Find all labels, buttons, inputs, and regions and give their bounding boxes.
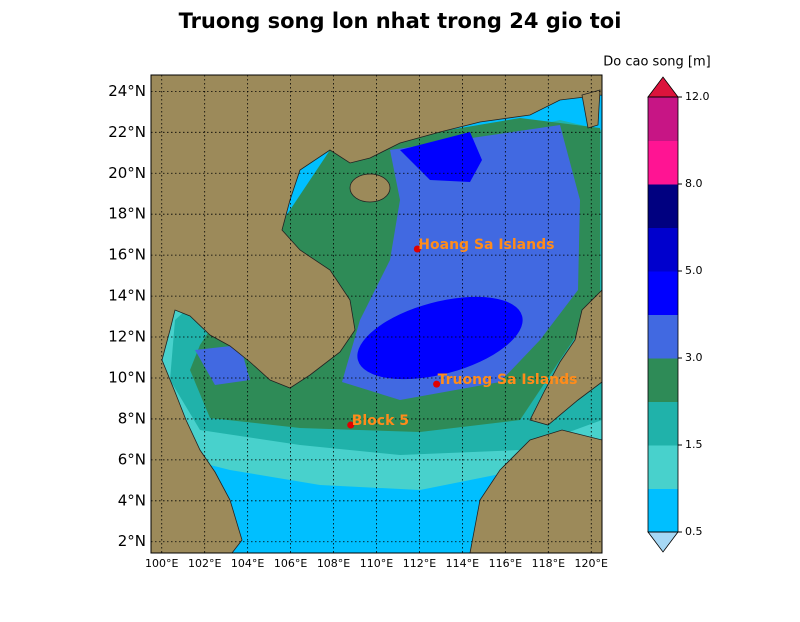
x-tick-label: 108°E — [317, 557, 350, 570]
colorbar-band — [648, 445, 678, 489]
x-tick-label: 120°E — [575, 557, 608, 570]
colorbar-band — [648, 488, 678, 533]
land — [349, 173, 391, 203]
colorbar-band — [648, 314, 678, 359]
y-tick-label: 6°N — [118, 450, 146, 468]
colorbar-tick-label: 8.0 — [685, 177, 703, 190]
y-tick-label: 10°N — [108, 368, 146, 386]
place-label: Truong Sa Islands — [438, 372, 578, 388]
colorbar-tick-label: 3.0 — [685, 351, 703, 364]
colorbar-band — [648, 271, 678, 315]
y-tick-label: 14°N — [108, 287, 146, 305]
colorbar-tick-label: 0.5 — [685, 525, 703, 538]
x-tick-label: 116°E — [489, 557, 522, 570]
colorbar-band — [648, 184, 678, 228]
sea-band — [400, 132, 482, 182]
y-tick-label: 12°N — [108, 328, 146, 346]
x-tick-label: 118°E — [532, 557, 565, 570]
land — [151, 75, 602, 553]
colorbar-tick-label: 5.0 — [685, 264, 703, 277]
place-marker — [433, 380, 441, 388]
colorbar-band — [648, 140, 678, 185]
x-tick-label: 100°E — [145, 557, 178, 570]
y-tick-label: 16°N — [108, 246, 146, 264]
place-marker — [413, 245, 421, 253]
y-tick-label: 18°N — [108, 205, 146, 223]
title: Truong song lon nhat trong 24 gio toi — [179, 9, 622, 33]
y-tick-label: 2°N — [118, 532, 146, 550]
place-label: Hoang Sa Islands — [418, 237, 554, 253]
colorbar-frame — [647, 96, 679, 533]
y-tick-label: 24°N — [108, 82, 146, 100]
y-tick-label: 4°N — [118, 491, 146, 509]
land — [469, 429, 602, 553]
sea-band — [357, 296, 523, 380]
land — [581, 89, 601, 129]
colorbar-band — [648, 358, 678, 402]
colorbar-extension — [647, 76, 679, 98]
x-tick-label: 102°E — [188, 557, 221, 570]
colorbar-band — [648, 227, 678, 272]
colorbar-label: Do cao song [m] — [603, 55, 710, 70]
y-tick-label: 22°N — [108, 123, 146, 141]
colorbar-extension — [647, 531, 679, 553]
colorbar-band — [648, 97, 678, 141]
y-tick-label: 8°N — [118, 409, 146, 427]
sea-band — [195, 345, 250, 385]
map-frame — [150, 74, 603, 554]
x-tick-label: 106°E — [274, 557, 307, 570]
x-tick-label: 104°E — [231, 557, 264, 570]
place-label: Block 5 — [352, 413, 409, 429]
x-tick-label: 112°E — [403, 557, 436, 570]
colorbar-tick-label: 12.0 — [685, 90, 710, 103]
x-tick-label: 110°E — [360, 557, 393, 570]
wave-field: Hoang Sa Islands Truong Sa Islands Block 5 — [151, 75, 602, 553]
colorbar-tick-label: 1.5 — [685, 438, 703, 451]
y-tick-label: 20°N — [108, 164, 146, 182]
colorbar-band — [648, 401, 678, 446]
x-tick-label: 114°E — [446, 557, 479, 570]
place-marker — [347, 421, 355, 429]
